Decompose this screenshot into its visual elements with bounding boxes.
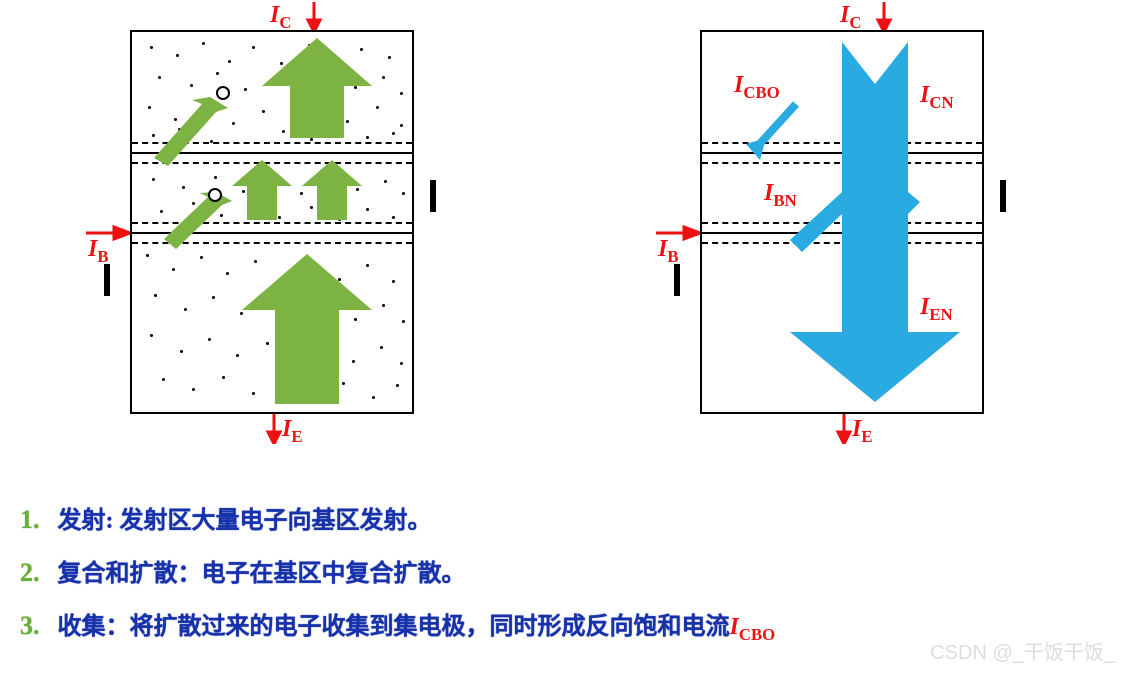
icbo-label: ICBO [734,72,780,103]
note-number: 2. [20,558,40,588]
ic-label-r: IC [840,2,861,33]
notes-list: 1. 发射: 发射区大量电子向基区发射。 2. 复合和扩散：电子在基区中复合扩散。 3.… [20,500,775,663]
note-title: 发射: [58,508,114,534]
note-title: 收集： [58,614,130,640]
note-desc: 电子在基区中复合扩散。 [202,561,466,587]
note-body: 收集：将扩散过来的电子收集到集电极，同时形成反向饱和电流ICBO [58,606,776,645]
note-desc: 发射区大量电子向基区发射。 [114,508,432,534]
icbo-arrow-icon [738,98,808,168]
ie-label-r: IE [852,416,873,447]
ic-arrow-icon [304,2,324,32]
ie-label: IE [282,416,303,447]
term-bar-left-lower-r [674,264,680,296]
term-bar-right-upper-r [1000,180,1006,212]
ie-arrow-icon-r [834,414,854,444]
green-arrow-collector [262,38,372,138]
green-arrow-base1 [232,160,292,220]
ie-arrow-icon [264,414,284,444]
ib-label: IB [88,236,109,267]
electron-hole-1 [216,86,230,100]
green-diag-arrow-top [132,92,232,172]
note-current-symbol: ICBO [730,614,776,640]
electron-hole-2 [208,188,222,202]
note-number: 1. [20,505,40,535]
note-number: 3. [20,611,40,641]
note-desc: 将扩散过来的电子收集到集电极，同时形成反向饱和电流 [130,614,730,640]
note-row: 3. 收集：将扩散过来的电子收集到集电极，同时形成反向饱和电流ICBO [20,606,775,645]
icn-label: ICN [920,82,954,113]
diagram-stage: IC [0,0,1125,673]
right-transistor-box: ICBO ICN IBN IEN [700,30,984,414]
watermark-text: CSDN @_干饭干饭_ [930,636,1115,665]
note-title: 复合和扩散： [58,561,202,587]
ic-label: IC [270,2,291,33]
right-diagram: IC ICBO ICN IBN [700,30,984,414]
green-diag-arrow-base [146,187,236,257]
term-bar-left-lower [104,264,110,296]
ien-label: IEN [920,294,953,325]
green-arrow-base2 [302,160,362,220]
left-transistor-box [130,30,414,414]
ic-arrow-icon-r [874,2,894,32]
term-bar-right-upper [430,180,436,212]
note-body: 发射: 发射区大量电子向基区发射。 [58,500,432,535]
ibn-label: IBN [764,180,797,211]
ib-label-r: IB [658,236,679,267]
note-body: 复合和扩散：电子在基区中复合扩散。 [58,553,466,588]
note-row: 2. 复合和扩散：电子在基区中复合扩散。 [20,553,775,588]
note-row: 1. 发射: 发射区大量电子向基区发射。 [20,500,775,535]
left-diagram: IC [130,30,414,414]
green-arrow-emitter [242,254,372,404]
